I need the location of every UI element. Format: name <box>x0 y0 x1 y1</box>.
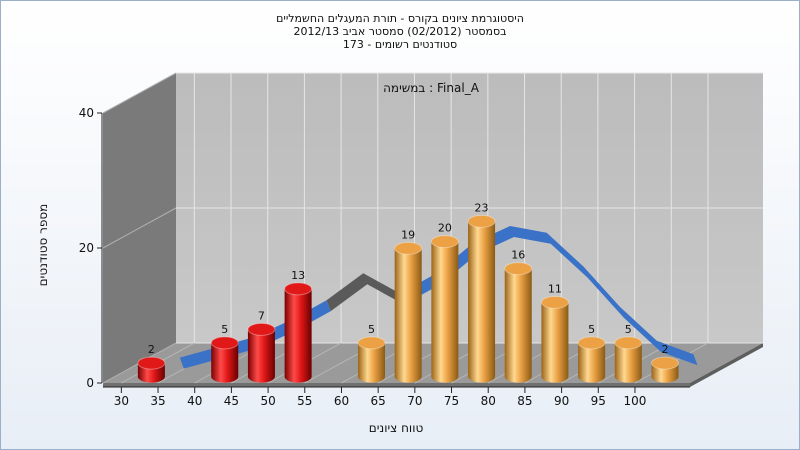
chart-title-line-1: היסטוגרמת ציונים בקורס - תורת המעגלים הח… <box>276 12 524 25</box>
bar-value-label: 2 <box>148 343 155 356</box>
bar <box>467 214 496 383</box>
x-tick-label: 85 <box>517 394 532 408</box>
x-tick-label: 80 <box>481 394 496 408</box>
bar-top <box>540 295 569 309</box>
bar-body <box>468 221 496 383</box>
bar <box>577 336 606 383</box>
bar-top <box>210 336 239 350</box>
bar <box>247 322 276 383</box>
bar-value-label: 23 <box>475 201 489 214</box>
floor-front-edge <box>103 383 690 387</box>
bar-body <box>504 268 532 383</box>
x-tick-label: 45 <box>224 394 239 408</box>
bar-value-label: 16 <box>511 249 525 262</box>
x-tick-label: 75 <box>444 394 459 408</box>
x-tick-label: 40 <box>187 394 202 408</box>
bar-body <box>578 342 606 383</box>
bar-body <box>247 329 275 383</box>
bar-top <box>467 214 496 228</box>
x-tick-label: 65 <box>371 394 386 408</box>
bar-value-label: 5 <box>221 323 228 336</box>
bar-top <box>137 356 166 370</box>
bar-value-label: 5 <box>368 323 375 336</box>
x-axis-title: טווח ציונים <box>369 421 424 435</box>
bar-top <box>247 322 276 336</box>
bar-value-label: 7 <box>258 309 265 322</box>
x-tick-label: 55 <box>297 394 312 408</box>
x-tick-label: 50 <box>260 394 275 408</box>
bar <box>210 336 239 383</box>
bar-value-label: 5 <box>625 323 632 336</box>
bar <box>650 356 679 383</box>
x-tick-label: 90 <box>554 394 569 408</box>
bar-top <box>614 336 643 350</box>
bar-top <box>430 235 459 249</box>
x-tick-label: 30 <box>114 394 129 408</box>
y-tick-label: 40 <box>79 106 94 120</box>
bar-top <box>650 356 679 370</box>
bar <box>137 356 166 383</box>
bar-body <box>614 342 642 383</box>
bar <box>430 235 459 383</box>
bar-body <box>284 288 312 383</box>
bar <box>284 282 313 383</box>
bar <box>540 295 569 383</box>
chart-title-line-2: בסמסטר (02/2012) סמסטר אביב 2012/13 <box>293 25 507 38</box>
y-tick-label: 20 <box>79 241 94 255</box>
bar <box>614 336 643 383</box>
bar-body <box>431 241 459 383</box>
bar <box>504 262 533 383</box>
x-tick-label: 60 <box>334 394 349 408</box>
bar-top <box>284 282 313 296</box>
floor-right-edge <box>690 343 763 387</box>
bar-body <box>357 342 385 383</box>
x-tick-label: 70 <box>407 394 422 408</box>
x-tick-label: 100 <box>624 394 647 408</box>
bar-top <box>394 241 423 255</box>
bar <box>394 241 423 383</box>
x-tick-label: 95 <box>591 394 606 408</box>
bar-body <box>211 342 239 383</box>
grid-line <box>102 72 177 114</box>
chart-title-line-3: סטודנטים רשומים - 173 <box>342 38 458 51</box>
bar-body <box>394 248 422 383</box>
bar-top <box>577 336 606 350</box>
bar-top <box>504 262 533 276</box>
bar-body <box>541 302 569 383</box>
bar-value-label: 5 <box>588 323 595 336</box>
bar-value-label: 13 <box>291 269 305 282</box>
grid-line <box>102 207 177 249</box>
bar-value-label: 2 <box>661 343 668 356</box>
bar-top <box>357 336 386 350</box>
trend-ribbon-segment <box>399 226 698 366</box>
y-tick-label: 0 <box>86 376 94 390</box>
bar-value-label: 19 <box>401 228 415 241</box>
bar-value-label: 20 <box>438 222 452 235</box>
trend-ribbon-segment <box>326 273 404 312</box>
y-axis-title: מספר סטודנטים <box>36 204 50 287</box>
x-tick-label: 35 <box>150 394 165 408</box>
bar-value-label: 11 <box>548 282 562 295</box>
annotation-label: במשימה : Final_A <box>383 81 480 95</box>
bar <box>357 336 386 383</box>
